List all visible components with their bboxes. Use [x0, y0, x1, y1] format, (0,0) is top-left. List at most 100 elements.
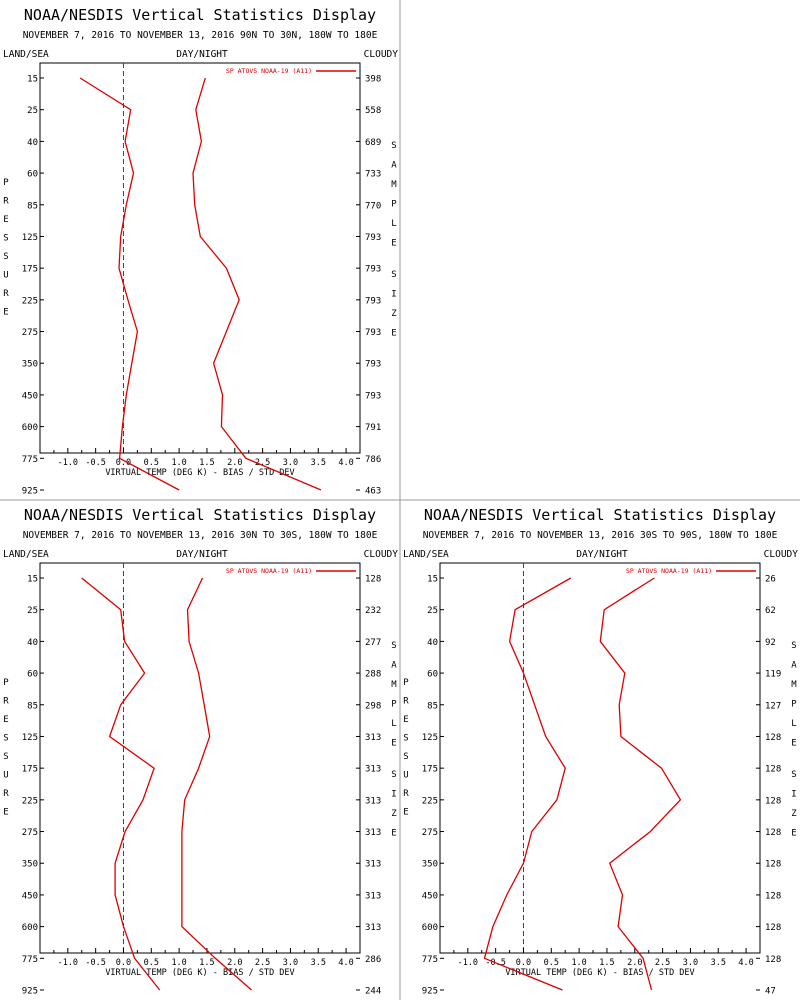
bias-line [79, 77, 180, 491]
header-cloudy: CLOUDY [364, 49, 399, 60]
pressure-level-label: 450 [22, 891, 38, 901]
sample-size-label: 47 [765, 987, 776, 997]
x-tick-label: 1.0 [571, 958, 586, 968]
pressure-level-label: 350 [422, 860, 438, 870]
panel-title: NOAA/NESDIS Vertical Statistics Display [24, 6, 376, 24]
sample-size-label: 793 [365, 391, 381, 401]
panel-subtitle: NOVEMBER 7, 2016 TO NOVEMBER 13, 2016 30… [423, 530, 778, 541]
y-axis-title-letter: P [403, 678, 409, 688]
sample-size-label: 793 [365, 328, 381, 338]
y-axis-title-letter: U [403, 771, 408, 781]
right-axis-title-letter: Z [791, 809, 797, 819]
pressure-level-label: 25 [27, 606, 38, 616]
bias-line [81, 577, 161, 991]
y-axis-title-letter: S [403, 734, 408, 744]
right-axis-title-letter: E [391, 739, 396, 749]
right-axis-title-letter: E [391, 329, 396, 339]
chart-panel-3: NOAA/NESDIS Vertical Statistics Display N… [403, 506, 798, 997]
y-axis-title-letter: R [3, 197, 9, 207]
y-axis-title-letter: S [3, 734, 8, 744]
panel-title: NOAA/NESDIS Vertical Statistics Display [424, 506, 776, 524]
pressure-level-label: 85 [427, 701, 438, 711]
pressure-level-label: 925 [22, 487, 38, 497]
sample-size-label: 26 [765, 575, 776, 585]
std-dev-line [599, 577, 682, 991]
y-axis-title-letter: R [3, 789, 9, 799]
sample-size-label: 128 [765, 765, 781, 775]
header-day-night: DAY/NIGHT [176, 549, 228, 560]
sample-size-label: 128 [765, 733, 781, 743]
right-axis-title-letter: S [791, 770, 796, 780]
legend-label: SP ATOVS NOAA-19 (A11) [226, 567, 312, 575]
header-land-sea: LAND/SEA [403, 549, 449, 560]
y-axis-title-letter: S [3, 234, 8, 244]
sample-size-label: 398 [365, 75, 381, 85]
y-axis-title-letter: E [3, 715, 8, 725]
pressure-level-label: 350 [22, 360, 38, 370]
right-axis-title-letter: P [791, 700, 797, 710]
sample-size-label: 313 [365, 765, 381, 775]
sample-size-label: 689 [365, 138, 381, 148]
right-axis-title-letter: S [391, 641, 396, 651]
pressure-level-label: 60 [27, 670, 38, 680]
pressure-level-label: 925 [422, 987, 438, 997]
pressure-level-label: 225 [422, 796, 438, 806]
sample-size-label: 313 [365, 828, 381, 838]
x-tick-label: 0.0 [116, 958, 131, 968]
x-tick-label: 3.5 [711, 958, 726, 968]
y-axis-title-letter: S [403, 752, 408, 762]
right-axis-title-letter: L [391, 219, 396, 229]
y-axis-title-letter: E [3, 308, 8, 318]
sample-size-label: 128 [765, 828, 781, 838]
right-axis-title-letter: M [391, 680, 397, 690]
pressure-level-label: 15 [27, 575, 38, 585]
pressure-level-label: 275 [422, 828, 438, 838]
right-axis-title-letter: Z [391, 809, 397, 819]
header-land-sea: LAND/SEA [3, 549, 49, 560]
header-cloudy: CLOUDY [764, 549, 799, 560]
sample-size-label: 128 [765, 891, 781, 901]
pressure-level-label: 175 [422, 765, 438, 775]
pressure-level-label: 85 [27, 701, 38, 711]
sample-size-label: 128 [765, 860, 781, 870]
x-tick-label: 2.5 [255, 458, 270, 468]
sample-size-label: 286 [365, 955, 381, 965]
y-axis-title-letter: P [3, 178, 9, 188]
pressure-level-label: 775 [22, 955, 38, 965]
pressure-level-label: 125 [22, 733, 38, 743]
sample-size-label: 128 [765, 923, 781, 933]
pressure-level-label: 350 [22, 860, 38, 870]
right-axis-title-letter: L [391, 719, 396, 729]
right-axis-title-letter: M [791, 680, 797, 690]
pressure-level-label: 25 [27, 106, 38, 116]
right-axis-title-letter: S [391, 141, 396, 151]
y-axis-title-letter: S [3, 752, 8, 762]
sample-size-label: 92 [765, 638, 776, 648]
right-axis-title-letter: S [391, 770, 396, 780]
bias-line [483, 577, 572, 991]
right-axis-title-letter: E [791, 829, 796, 839]
x-tick-label: 0.5 [544, 958, 559, 968]
x-tick-label: 1.5 [199, 958, 214, 968]
sample-size-label: 62 [765, 606, 776, 616]
right-axis-title-letter: I [391, 290, 396, 300]
right-axis-title-letter: M [391, 180, 397, 190]
right-axis-title-letter: A [791, 661, 797, 671]
pressure-level-label: 775 [422, 955, 438, 965]
header-day-night: DAY/NIGHT [576, 549, 628, 560]
right-axis-title-letter: E [391, 239, 396, 249]
pressure-level-label: 925 [22, 987, 38, 997]
x-tick-label: -0.5 [85, 458, 105, 468]
x-tick-label: -1.0 [458, 958, 478, 968]
x-tick-label: 3.0 [283, 958, 298, 968]
sample-size-label: 786 [365, 455, 381, 465]
pressure-level-label: 275 [22, 328, 38, 338]
x-tick-label: 2.5 [255, 958, 270, 968]
pressure-level-label: 60 [27, 170, 38, 180]
x-tick-label: 3.0 [283, 458, 298, 468]
sample-size-label: 244 [365, 987, 381, 997]
y-axis-title-letter: R [3, 289, 9, 299]
x-tick-label: -1.0 [58, 458, 78, 468]
y-axis-title-letter: U [3, 771, 8, 781]
